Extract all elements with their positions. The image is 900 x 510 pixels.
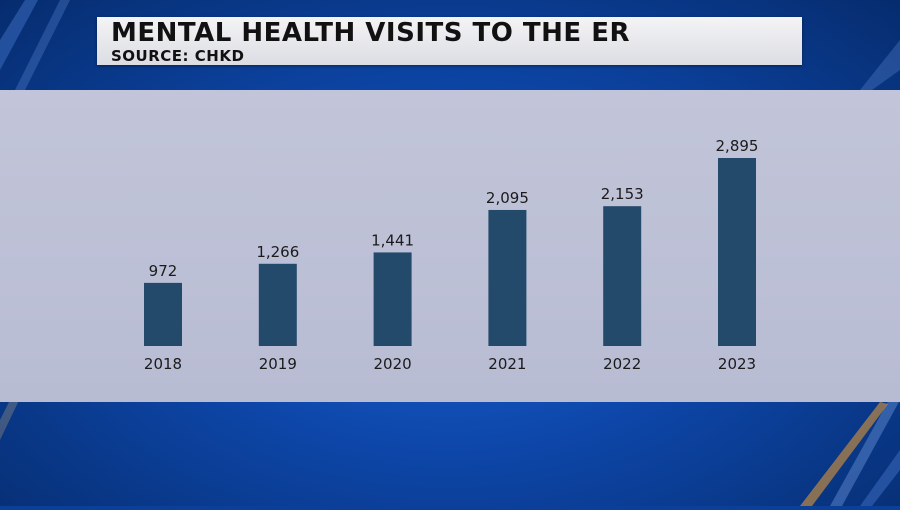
bar-2021: [488, 209, 527, 346]
category-label-2019: 2019: [259, 355, 297, 373]
value-label-2020: 1,441: [371, 231, 414, 249]
source-label: SOURCE: CHKD: [111, 47, 245, 65]
category-label-2020: 2020: [374, 355, 412, 373]
category-label-2021: 2021: [488, 355, 526, 373]
value-label-2023: 2,895: [716, 137, 759, 155]
category-label-2018: 2018: [144, 355, 182, 373]
page-title: MENTAL HEALTH VISITS TO THE ER: [111, 18, 630, 48]
category-label-2022: 2022: [603, 355, 641, 373]
value-label-2019: 1,266: [256, 243, 299, 261]
value-label-2021: 2,095: [486, 189, 529, 207]
bar-2020: [373, 252, 412, 346]
bar-chart: 972 2018 1,266 2019 1,441 2020 2,095 2021 2,153 2…: [144, 137, 759, 373]
bar-2019: [258, 263, 297, 346]
bar-2022: [603, 206, 642, 346]
category-label-2023: 2023: [718, 355, 756, 373]
chart-panel: 972 2018 1,266 2019 1,441 2020 2,095 2021 2,153 2…: [0, 90, 900, 402]
value-label-2022: 2,153: [601, 185, 644, 203]
bar-2023: [718, 158, 756, 346]
bar-2018: [144, 282, 182, 346]
value-label-2018: 972: [149, 262, 178, 280]
title-bar: MENTAL HEALTH VISITS TO THE ER SOURCE: C…: [97, 17, 802, 65]
